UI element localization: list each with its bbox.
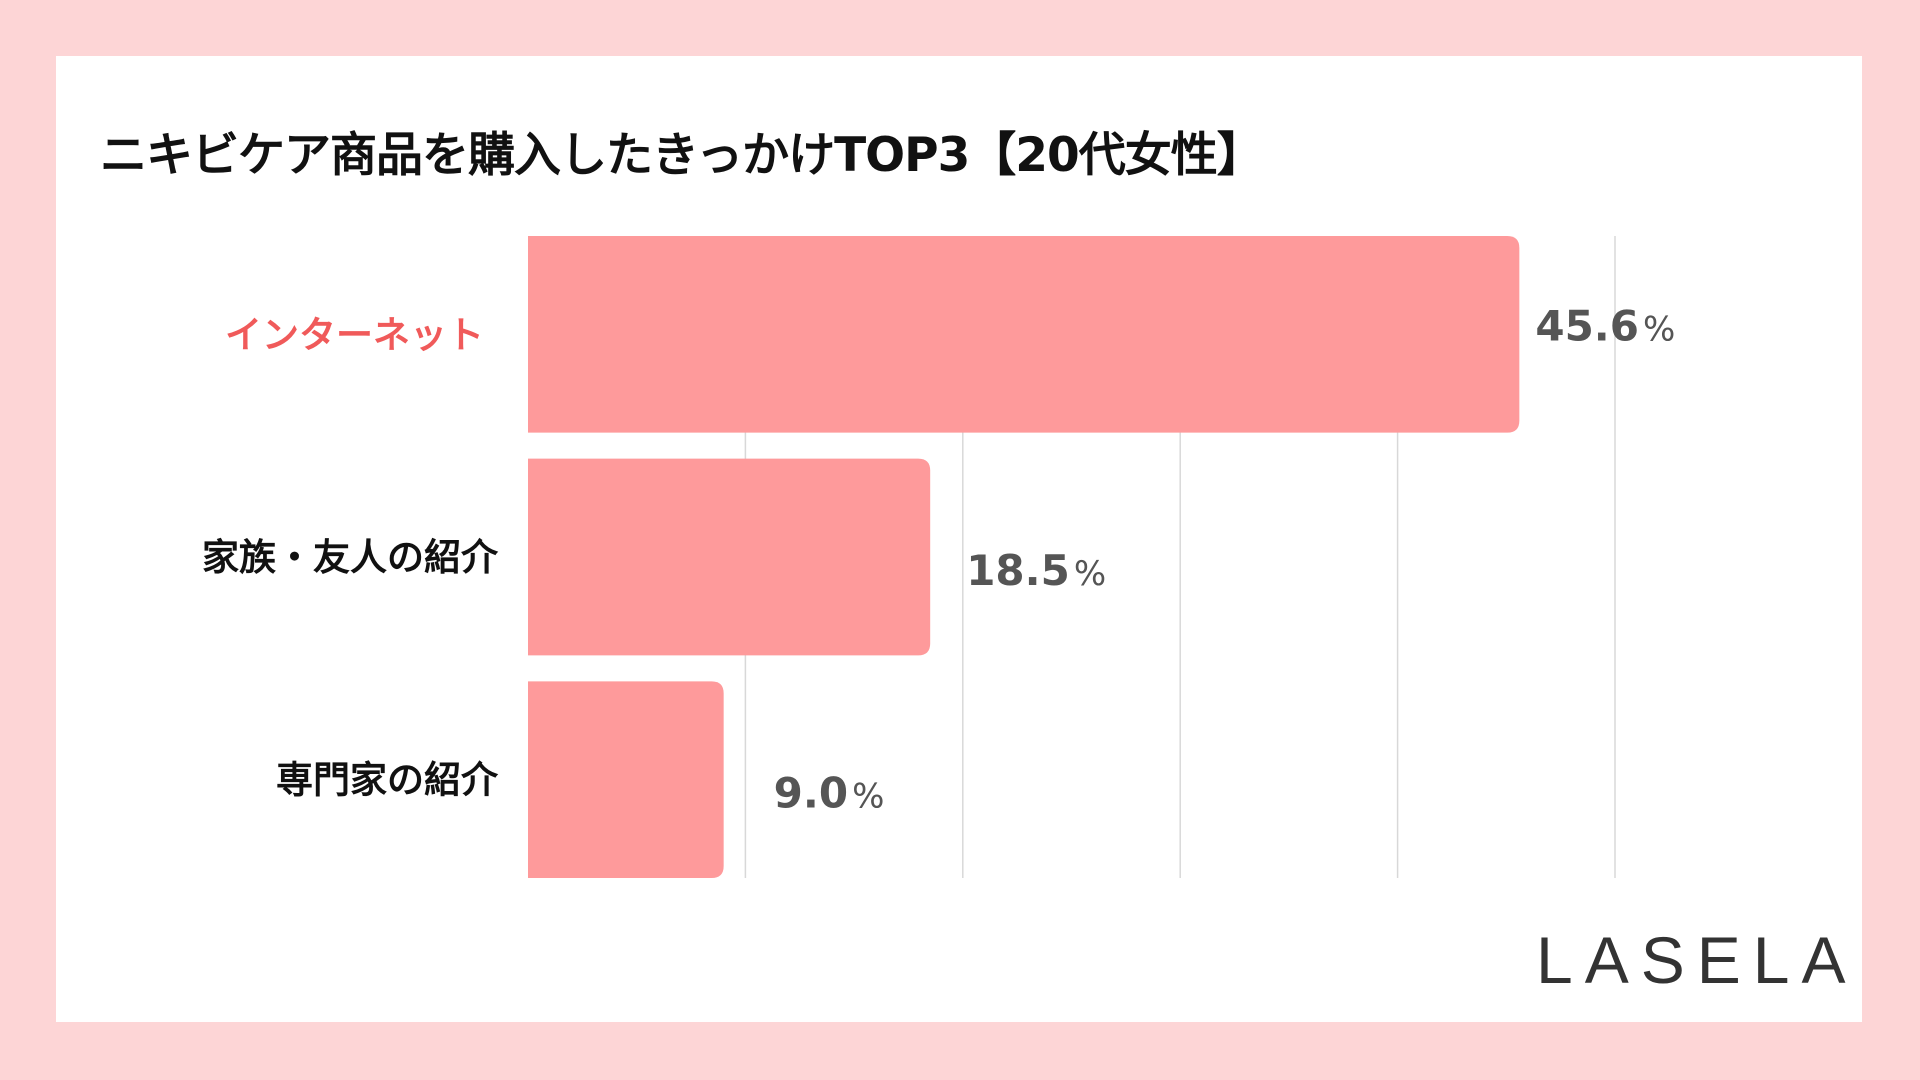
value-label: 45.6%: [1535, 301, 1675, 350]
category-label: 専門家の紹介: [276, 759, 499, 802]
value-number: 9.0: [774, 769, 848, 818]
chart-title: ニキビケア商品を購入したきっかけTOP3【20代女性】: [100, 128, 1264, 183]
value-label: 9.0%: [774, 769, 885, 818]
value-label: 18.5%: [966, 546, 1106, 595]
brand-logo: LASELA: [1536, 923, 1858, 997]
value-unit: %: [852, 777, 884, 817]
bar: [528, 458, 931, 656]
category-label: インターネット: [225, 313, 484, 356]
category-label: 家族・友人の紹介: [202, 536, 499, 579]
bar: [528, 236, 1520, 433]
value-unit: %: [1074, 554, 1106, 594]
value-unit: %: [1643, 309, 1675, 349]
value-number: 45.6: [1535, 301, 1639, 350]
chart-panel: [56, 56, 1862, 1022]
value-number: 18.5: [966, 546, 1070, 595]
bar: [528, 681, 724, 878]
